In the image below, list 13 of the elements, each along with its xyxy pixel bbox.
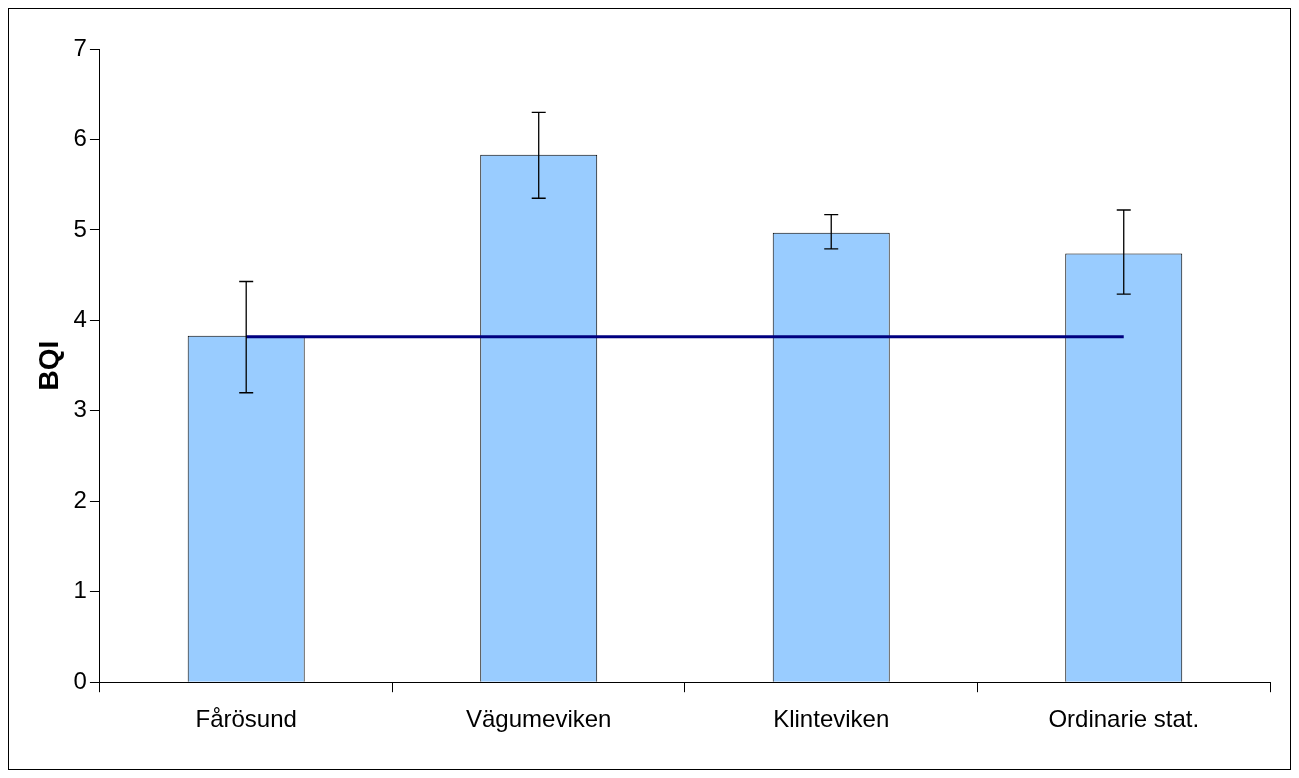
x-tick-label: Fårösund [195,705,297,733]
y-axis-title: BQI [32,340,64,391]
x-tick-label: Klinteviken [773,705,890,733]
x-tick-label: Vägumeviken [466,705,612,733]
y-tick-label: 3 [73,395,87,423]
y-tick-label: 4 [73,305,87,332]
y-tick-label: 1 [73,576,87,604]
y-tick-label: 5 [73,214,87,242]
y-tick-label: 7 [73,33,87,61]
y-tick-label: 6 [73,124,87,152]
y-tick-label: 0 [73,666,87,694]
y-tick-label: 2 [73,485,87,513]
x-tick-label: Ordinarie stat. [1048,705,1200,733]
